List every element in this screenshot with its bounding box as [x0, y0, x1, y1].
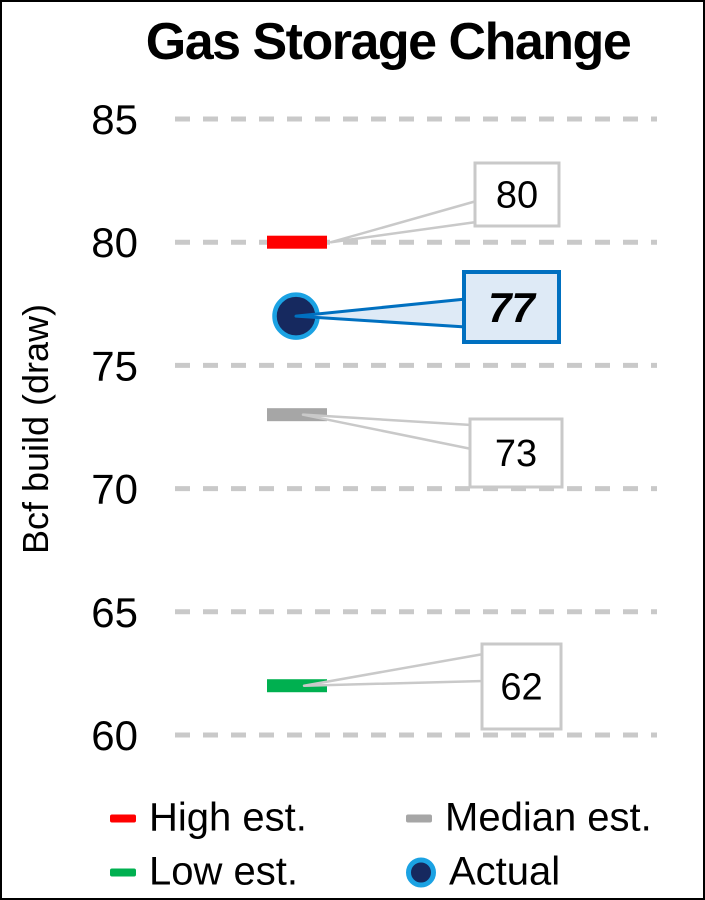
callout-label-actual: 77	[488, 284, 536, 331]
callout-box-low-est	[480, 642, 563, 731]
y-tick-label-80: 80	[91, 219, 138, 266]
y-tick-label-85: 85	[91, 96, 138, 143]
chart-title: Gas Storage Change	[145, 13, 632, 71]
callout-label-high-est: 80	[496, 175, 538, 217]
callout-leader-high-est	[329, 199, 478, 244]
callout-label-median-est: 73	[495, 433, 537, 475]
y-tick-label-65: 65	[91, 589, 138, 636]
callout-box-high-est	[473, 161, 561, 228]
callout-label-low-est: 62	[500, 667, 542, 709]
callout-leader-low-est	[302, 652, 485, 687]
y-tick-label-60: 60	[91, 712, 138, 759]
y-tick-label-75: 75	[91, 342, 138, 389]
callout-box-actual	[462, 270, 561, 344]
callout-leader-median-est	[301, 413, 473, 451]
marker-low-est	[267, 679, 327, 693]
y-tick-label-70: 70	[91, 466, 138, 513]
callout-leader-actual	[294, 297, 468, 329]
marker-median-est	[267, 408, 327, 422]
callout-box-median-est	[468, 417, 564, 489]
marker-high-est	[267, 235, 327, 249]
